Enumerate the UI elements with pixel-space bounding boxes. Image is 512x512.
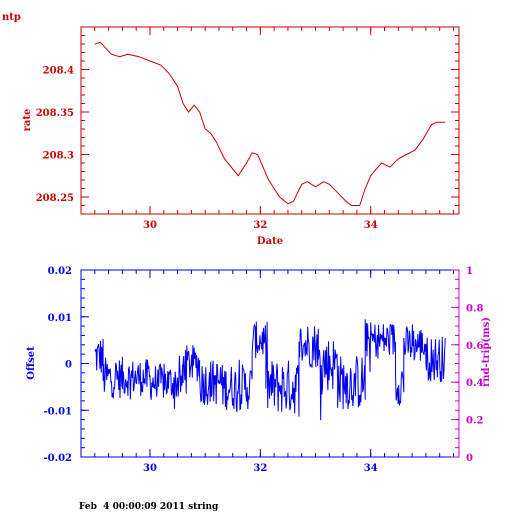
y-tick-label: 0 (65, 360, 72, 371)
top-chart-y-tick-labels: 208.25 208.3 208.35 208.4 (36, 66, 74, 205)
rate-series-line (94, 41, 446, 206)
x-tick-label: 30 (143, 220, 157, 231)
y-right-tick-label: 1 (466, 266, 473, 277)
y-right-tick-label: 0.6 (466, 341, 483, 352)
x-tick-label: 34 (364, 463, 378, 474)
bottom-chart-right-axis-label: rnd-trip(ms) (481, 317, 492, 387)
x-tick-label: 32 (253, 463, 267, 474)
y-tick-label: 208.3 (43, 151, 74, 162)
bottom-chart-y-axis-label: Offset (26, 346, 37, 380)
bottom-chart-right-tick-labels: 0 0.2 0.4 0.6 0.8 1 (466, 266, 483, 464)
bottom-chart-frame (80, 269, 460, 458)
y-right-tick-label: 0.4 (466, 378, 483, 389)
top-chart-x-axis-label: Date (257, 236, 283, 247)
bottom-chart-ticks (80, 269, 459, 458)
y-tick-label: -0.02 (43, 453, 72, 464)
bottom-chart-x-tick-labels: 30 32 34 (143, 463, 378, 474)
y-tick-label: -0.01 (43, 406, 72, 417)
y-right-tick-label: 0.2 (466, 416, 483, 427)
y-right-tick-label: 0 (466, 453, 473, 464)
y-tick-label: 208.4 (43, 66, 74, 77)
top-chart-frame (80, 26, 460, 215)
top-chart-ticks (80, 26, 459, 215)
y-tick-label: 0.02 (48, 266, 72, 277)
offset-series-line (94, 319, 446, 421)
top-chart-y-axis-label: rate (22, 109, 33, 132)
bottom-chart-y-tick-labels: -0.02 -0.01 0 0.01 0.02 (43, 266, 72, 464)
x-tick-label: 34 (364, 220, 378, 231)
x-tick-label: 30 (143, 463, 157, 474)
y-right-tick-label: 0.8 (466, 303, 483, 314)
top-chart-x-tick-labels: 30 32 34 (143, 220, 378, 231)
x-tick-label: 32 (253, 220, 267, 231)
top-chart-title: ntp (2, 12, 21, 23)
y-tick-label: 0.01 (48, 313, 72, 324)
y-tick-label: 208.25 (36, 193, 74, 204)
footer-timestamp: Feb 4 00:00:09 2011 string (79, 502, 219, 512)
y-tick-label: 208.35 (36, 108, 74, 119)
